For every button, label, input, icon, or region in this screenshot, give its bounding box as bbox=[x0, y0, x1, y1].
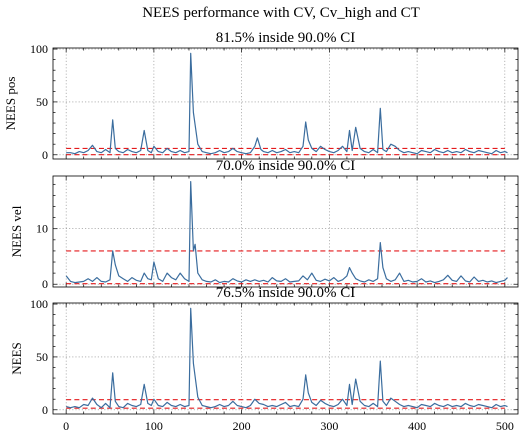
x-tick-label: 0 bbox=[63, 419, 69, 433]
axes-frame bbox=[52, 302, 519, 415]
panel-title: 76.5% inside 90.0% CI bbox=[216, 285, 356, 301]
y-tick-label: 50 bbox=[36, 350, 48, 364]
figure-suptitle: NEES performance with CV, Cv_high and CT bbox=[142, 5, 420, 21]
y-tick-label: 50 bbox=[36, 95, 48, 109]
y-tick-label: 10 bbox=[36, 222, 48, 236]
panels: 0 50 100 81.5% inside 90.0% CI NEES pos 0 10 70… bbox=[3, 30, 519, 433]
nees-series-line bbox=[66, 52, 508, 155]
axes-frame bbox=[52, 175, 519, 288]
panel-1: 0 50 100 81.5% inside 90.0% CI NEES pos bbox=[3, 30, 519, 162]
y-tick-label: 0 bbox=[42, 148, 48, 162]
y-tick-label: 100 bbox=[30, 297, 48, 311]
axes-frame bbox=[52, 47, 519, 160]
y-axis-label: NEES bbox=[9, 342, 24, 375]
y-tick-label: 0 bbox=[42, 403, 48, 417]
panel-2: 0 10 70.0% inside 90.0% CI NEES vel bbox=[9, 158, 519, 291]
y-axis-label: NEES pos bbox=[3, 77, 18, 131]
panel-title: 81.5% inside 90.0% CI bbox=[216, 30, 356, 46]
nees-series-line bbox=[65, 181, 508, 284]
x-tick-label: 100 bbox=[145, 419, 163, 433]
panel-3: 0 50 100 0 100 200 300 400 500 76.5% inside 90.0%… bbox=[9, 285, 519, 433]
x-tick-label: 500 bbox=[496, 419, 514, 433]
y-axis-label: NEES vel bbox=[9, 205, 24, 257]
x-tick-label: 200 bbox=[233, 419, 251, 433]
x-tick-label: 400 bbox=[408, 419, 426, 433]
x-tick-label: 300 bbox=[320, 419, 338, 433]
panel-title: 70.0% inside 90.0% CI bbox=[216, 158, 356, 174]
y-tick-label: 0 bbox=[42, 277, 48, 291]
nees-series-line bbox=[66, 307, 508, 409]
y-tick-label: 100 bbox=[30, 42, 48, 56]
